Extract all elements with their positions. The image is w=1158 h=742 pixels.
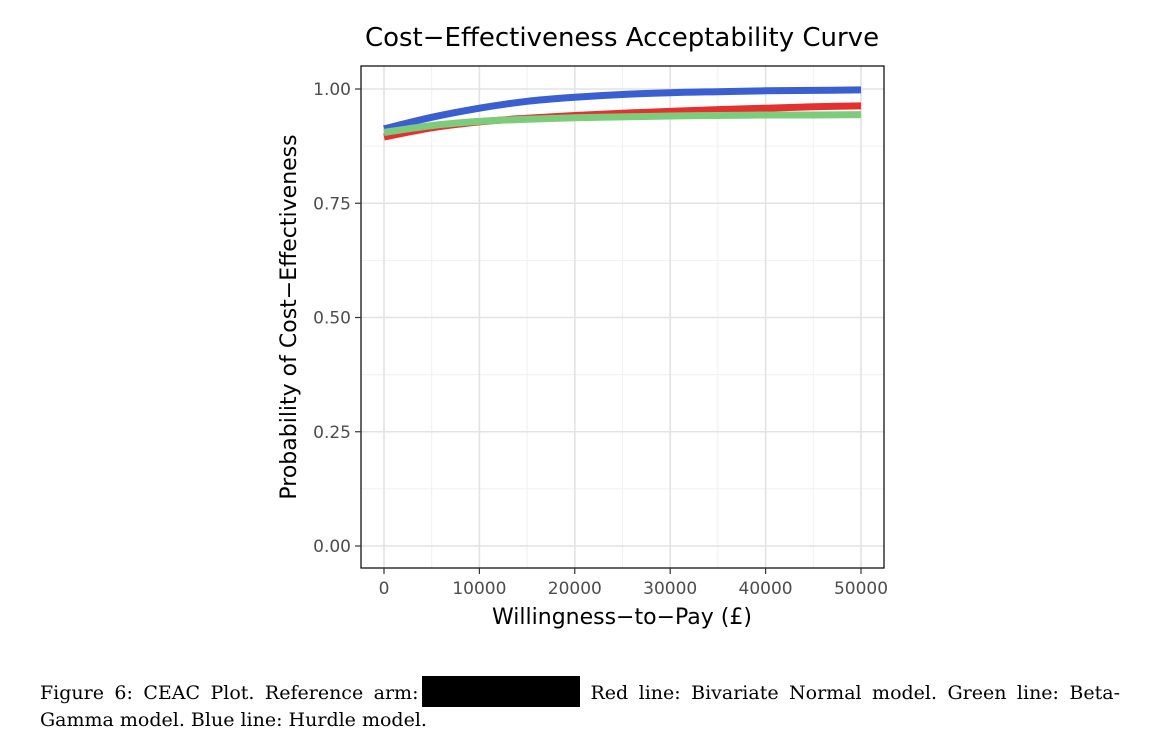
y-tick-label: 0.75	[313, 194, 351, 214]
y-tick-label: 0.50	[313, 309, 351, 329]
series-lines	[383, 86, 862, 141]
series-line-blue	[383, 86, 862, 133]
y-tick-label: 0.25	[313, 423, 351, 443]
y-tick-label: 1.00	[313, 80, 351, 100]
ceac-chart: Cost−Effectiveness Acceptability Curve 0…	[277, 23, 888, 630]
x-axis-label: Willingness−to−Pay (£)	[492, 605, 752, 630]
figure-caption: Figure 6: CEAC Plot. Reference arm: Red l…	[40, 676, 1120, 734]
x-tick-label: 40000	[739, 579, 793, 599]
redaction-box	[422, 676, 581, 707]
grid-lines	[361, 66, 884, 568]
y-tick-label: 0.00	[313, 537, 351, 557]
x-tick-label: 30000	[643, 579, 697, 599]
x-tick-label: 50000	[834, 579, 888, 599]
y-axis-label: Probability of Cost−Effectiveness	[277, 134, 302, 499]
series-line-green	[383, 111, 862, 136]
chart-title: Cost−Effectiveness Acceptability Curve	[365, 23, 879, 53]
x-tick-label: 10000	[452, 579, 506, 599]
y-axis-ticks: 0.00 0.25 0.50 0.75 1.00	[313, 80, 361, 557]
x-tick-label: 20000	[548, 579, 602, 599]
x-tick-label: 0	[379, 579, 390, 599]
caption-text-after: Red line: Bivariate Normal model. Green …	[40, 682, 1120, 731]
caption-text-before: Figure 6: CEAC Plot. Reference arm:	[40, 682, 419, 704]
x-axis-ticks: 0 10000 20000 30000 40000 50000	[379, 568, 888, 599]
